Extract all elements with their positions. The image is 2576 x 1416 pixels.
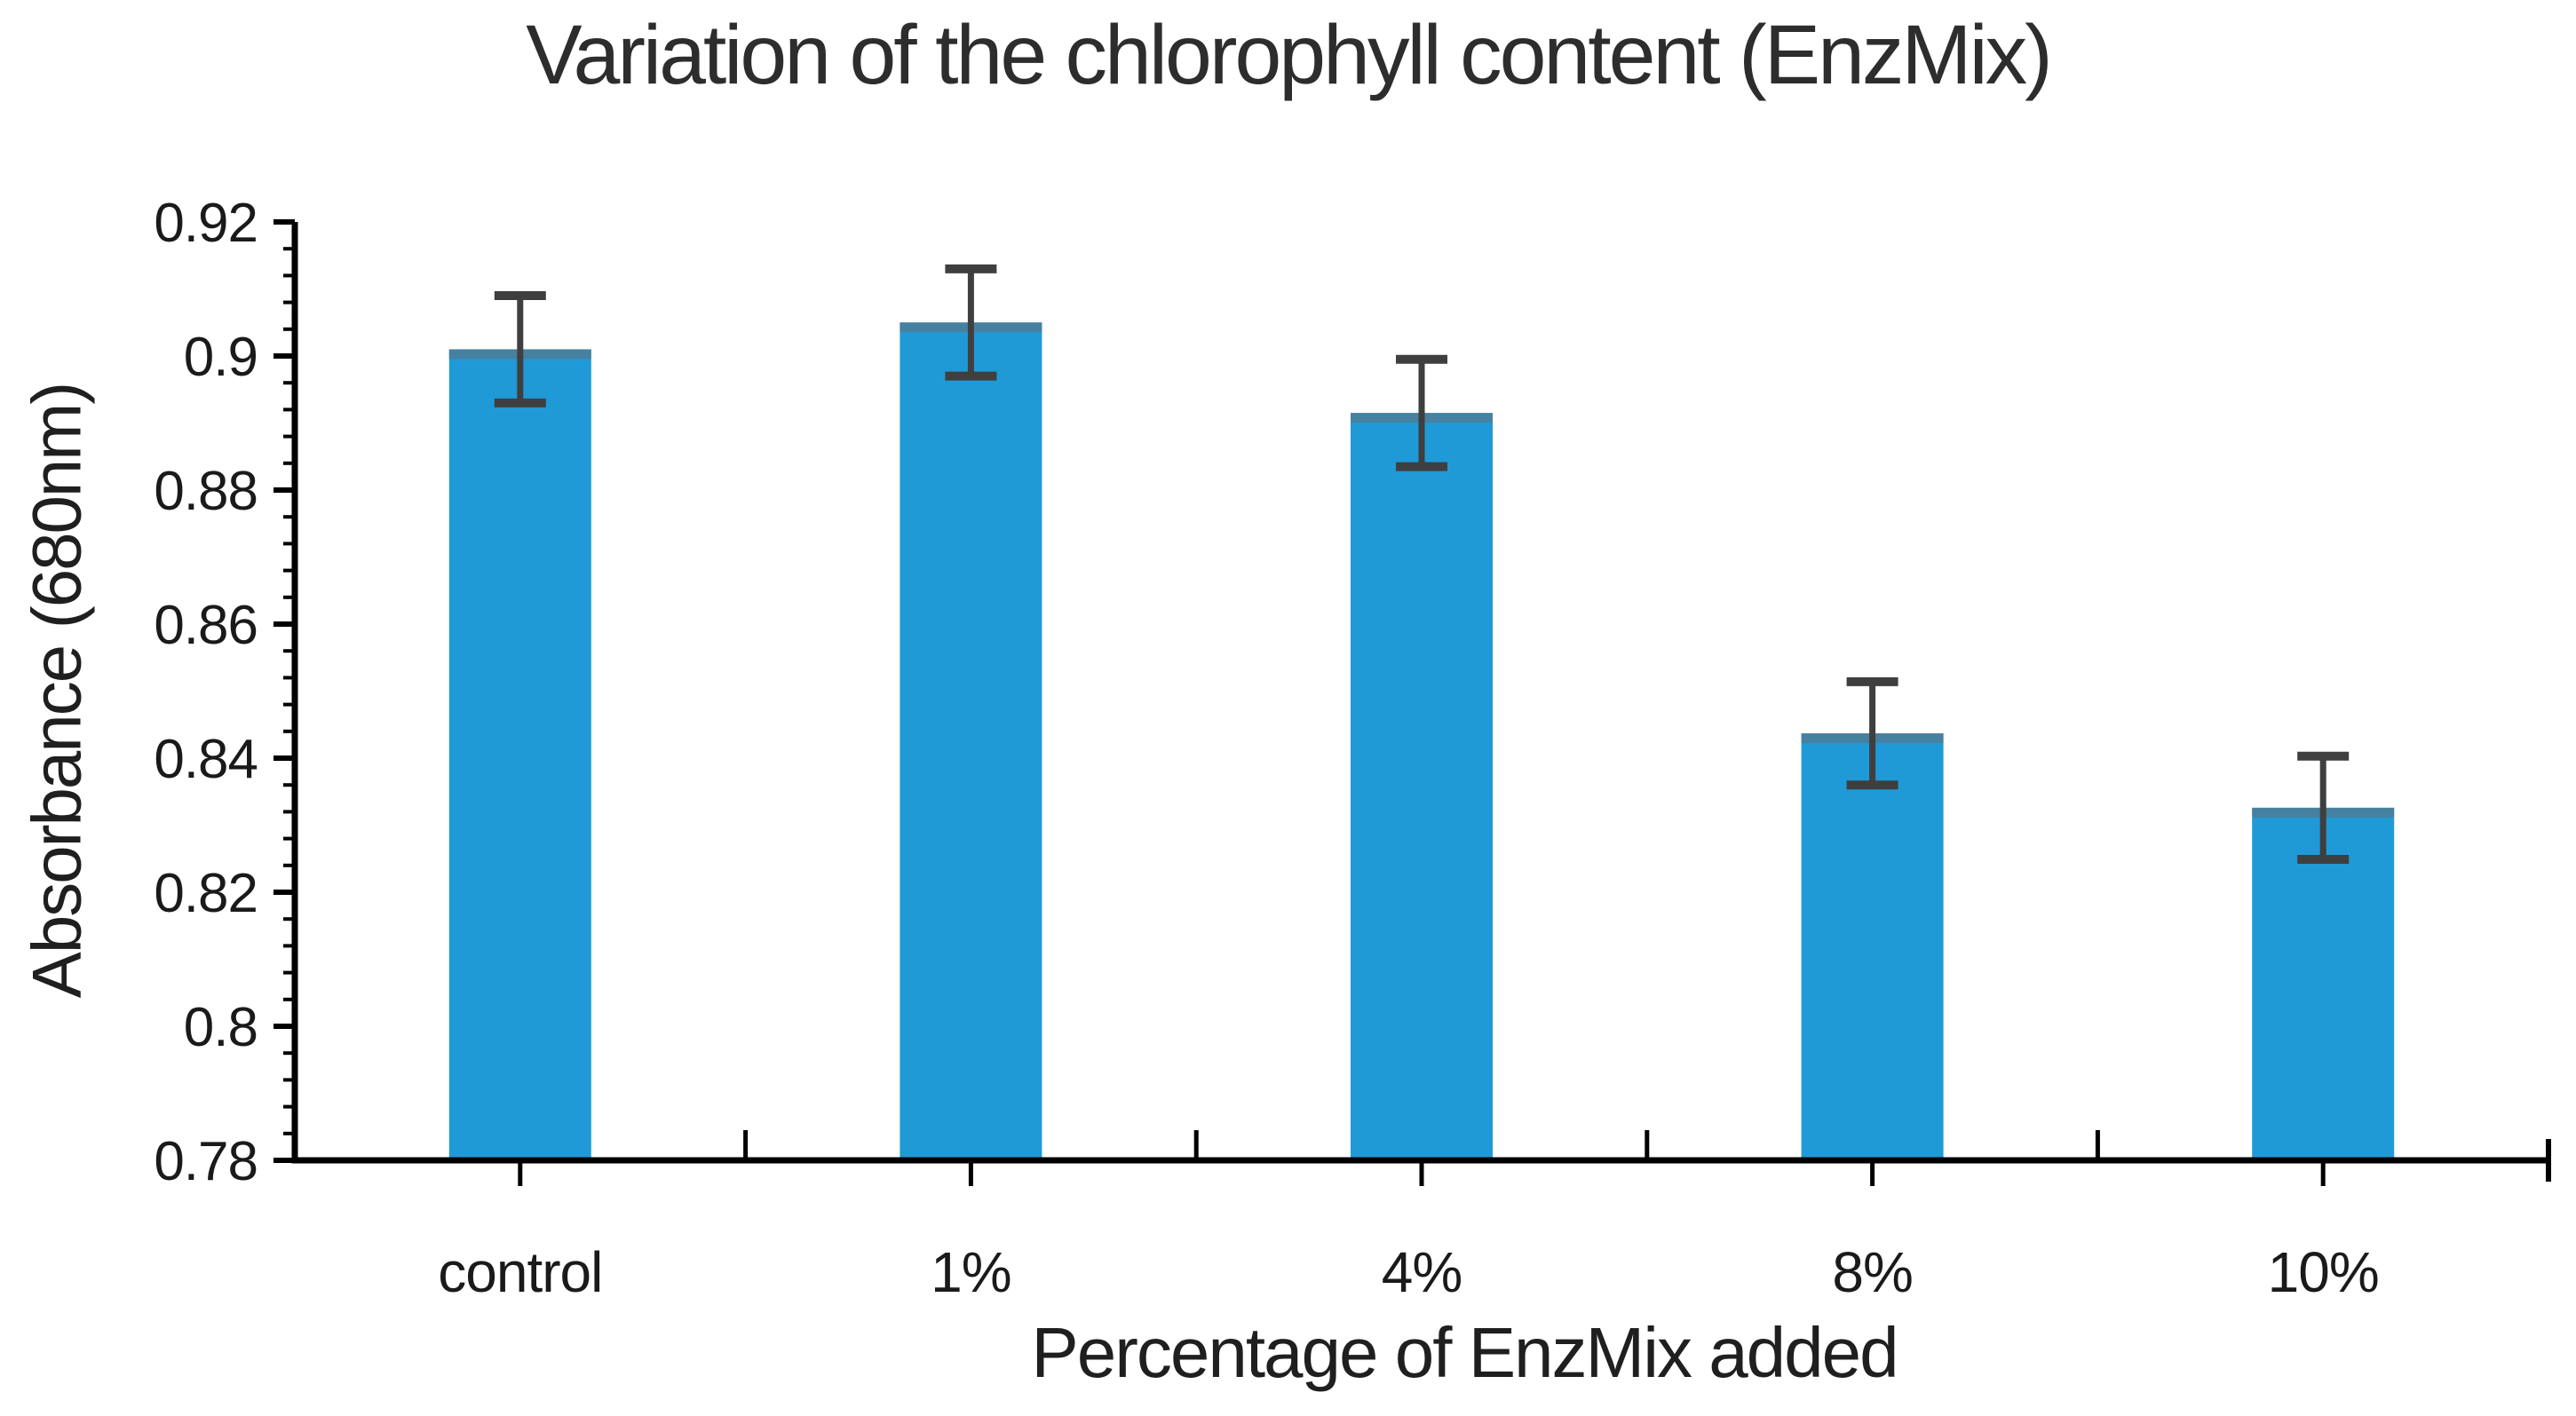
x-category-label: 8% <box>1832 1240 1913 1304</box>
y-tick-label: 0.9 <box>184 327 258 388</box>
y-tick-label: 0.8 <box>184 997 258 1058</box>
x-axis-title: Percentage of EnzMix added <box>1031 1313 1898 1392</box>
x-category-label: 10% <box>2268 1240 2379 1304</box>
x-category-label: 1% <box>931 1240 1011 1304</box>
y-tick-label: 0.78 <box>154 1131 258 1192</box>
y-tick-label: 0.88 <box>154 461 258 522</box>
x-category-label: control <box>438 1240 602 1304</box>
y-tick-label: 0.92 <box>154 193 258 254</box>
bar <box>448 349 591 1160</box>
chart-title: Variation of the chlorophyll content (En… <box>526 8 2053 102</box>
y-tick-label: 0.84 <box>154 729 258 790</box>
y-tick-label: 0.82 <box>154 863 258 924</box>
x-category-label: 4% <box>1382 1240 1462 1304</box>
bar <box>2252 807 2395 1160</box>
bar <box>1801 733 1944 1160</box>
bar <box>900 322 1042 1160</box>
bar <box>1351 413 1493 1160</box>
y-tick-label: 0.86 <box>154 595 258 656</box>
